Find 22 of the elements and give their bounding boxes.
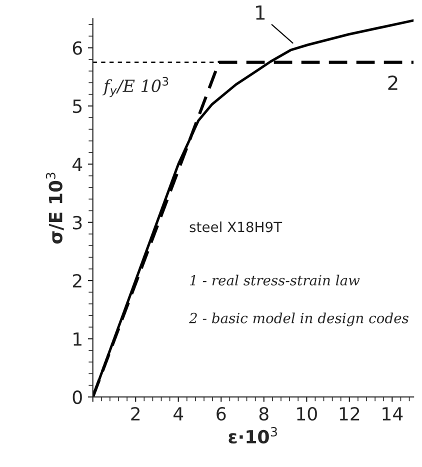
text: 1: [256, 6, 265, 20]
y-tick-label: 4: [72, 158, 82, 172]
x-tick-label: 12: [340, 406, 360, 420]
y-tick-label: 0: [72, 390, 82, 404]
y-tick-label: 2: [72, 274, 82, 288]
x-tick-label: 8: [259, 406, 268, 421]
y-tick-label: 3: [73, 216, 82, 230]
series-label: 2: [388, 75, 398, 90]
annotation: 1 - real stress-strain law: [190, 274, 360, 286]
y-tick-label: 6: [72, 41, 82, 55]
x-tick-label: 4: [174, 407, 184, 420]
y-tick-label: 5: [73, 100, 82, 114]
x-tick-label: 6: [216, 406, 226, 421]
x-tick-label: 14: [382, 407, 403, 420]
ref-line-label: f$_{y}$/E 10$^{3}$: [102, 76, 168, 98]
y-tick-label: 1: [74, 332, 82, 346]
y-axis-title: σ/E 10$^{3}$: [46, 172, 64, 244]
annotation: 2 - basic model in design codes: [189, 312, 408, 326]
x-tick-label: 10: [297, 406, 317, 421]
annotation: steel X18H9T: [190, 221, 282, 232]
x-axis-title: ε·10$^{3}$: [228, 426, 277, 444]
x-tick-label: 2: [131, 406, 140, 420]
